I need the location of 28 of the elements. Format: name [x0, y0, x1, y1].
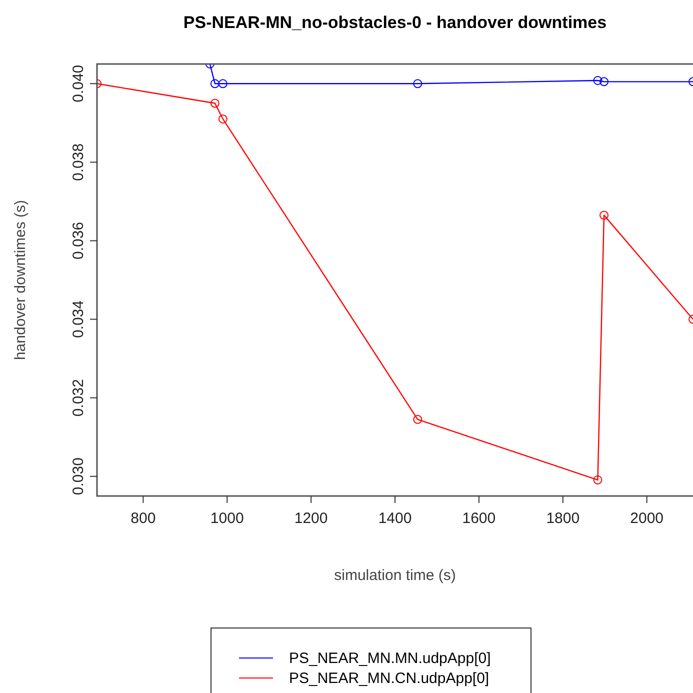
- point: [593, 76, 602, 85]
- legend-label: PS_NEAR_MN.CN.udpApp[0]: [289, 670, 490, 687]
- x-tick-label: 1400: [378, 510, 412, 527]
- y-axis-title: handover downtimes (s): [12, 200, 29, 360]
- point: [600, 210, 609, 220]
- point: [210, 79, 220, 88]
- x-axis-title: simulation time (s): [334, 567, 456, 584]
- y-tick-label: 0.038: [70, 143, 87, 181]
- x-tick-label: 1600: [462, 510, 496, 527]
- legend-label: PS_NEAR_MN.MN.udpApp[0]: [289, 650, 491, 667]
- x-tick-label: 800: [130, 510, 156, 527]
- y-tick-label: 0.030: [70, 458, 87, 496]
- y-tick-label: 0.034: [70, 300, 87, 338]
- y-tick-label: 0.036: [70, 222, 87, 260]
- point: [218, 79, 228, 88]
- point: [600, 77, 609, 86]
- x-tick-label: 1200: [294, 510, 328, 527]
- point: [218, 114, 228, 124]
- y-tick-label: 0.040: [70, 64, 87, 102]
- x-tick-label: 1800: [546, 510, 580, 527]
- point: [593, 475, 602, 484]
- x-tick-label: 1000: [210, 510, 244, 527]
- point: [413, 79, 422, 88]
- x-tick-label: 2000: [630, 510, 664, 527]
- chart-title: PS-NEAR-MN_no-obstacles-0 - handover downtimes: [183, 13, 607, 32]
- point: [210, 98, 220, 108]
- y-tick-label: 0.032: [70, 379, 87, 417]
- point: [413, 414, 422, 424]
